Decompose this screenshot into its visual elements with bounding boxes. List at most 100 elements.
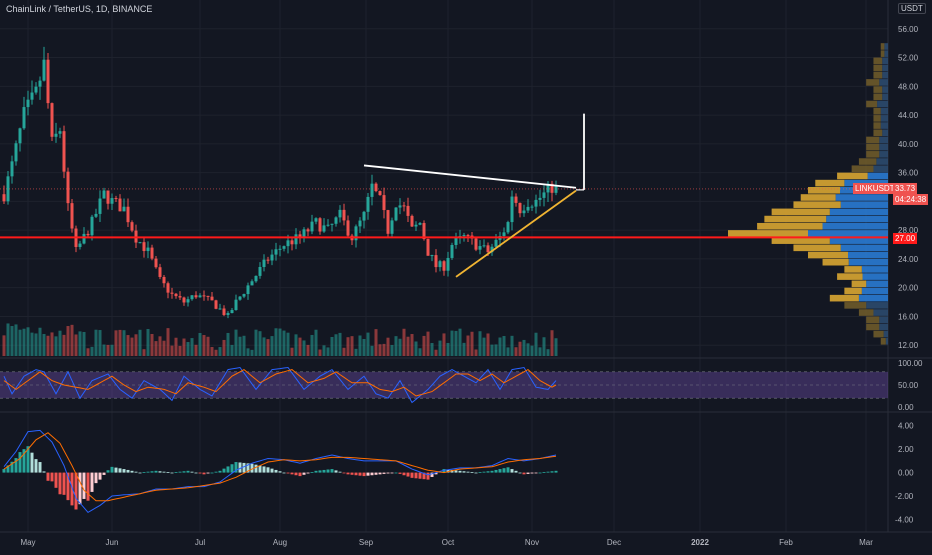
- volume-profile-up-bar: [879, 151, 888, 158]
- volume-profile-down-bar: [880, 50, 885, 57]
- volume-profile-down-bar: [851, 280, 867, 288]
- candle-body: [154, 258, 158, 268]
- volume-profile-down-bar: [728, 230, 808, 237]
- macd-histogram-bar: [58, 472, 62, 495]
- macd-histogram: [2, 446, 558, 510]
- macd-histogram-bar: [378, 472, 382, 475]
- candle-body: [550, 183, 554, 193]
- volume-bar: [302, 340, 306, 356]
- volume-bar: [246, 348, 250, 356]
- volume-profile-down-bar: [793, 244, 841, 252]
- volume-profile-down-bar: [866, 100, 878, 108]
- volume-bar: [270, 336, 274, 356]
- volume-bar: [22, 328, 26, 356]
- volume-profile-up-bar: [822, 222, 888, 230]
- price-tick-label: 36.00: [898, 169, 919, 178]
- volume-profile-up-bar: [879, 143, 888, 151]
- candle-body: [426, 239, 430, 256]
- countdown-tag: 04:24:38: [893, 194, 929, 205]
- macd-histogram-bar: [370, 472, 374, 476]
- volume-bar: [374, 329, 378, 356]
- macd-histogram-bar: [534, 472, 538, 474]
- candle-body: [234, 299, 238, 311]
- macd-histogram-bar: [174, 472, 178, 473]
- volume-bar: [10, 326, 14, 356]
- volume-profile-down-bar: [873, 330, 884, 338]
- volume-bar: [214, 349, 218, 356]
- currency-button[interactable]: USDT: [898, 3, 926, 14]
- volume-bar: [266, 339, 270, 356]
- volume-profile-down-bar: [851, 165, 874, 173]
- volume-bar: [542, 337, 546, 356]
- candle-body: [310, 221, 314, 232]
- volume-profile-up-bar: [882, 57, 888, 65]
- volume-bar: [238, 336, 242, 356]
- macd-histogram-bar: [298, 472, 302, 477]
- candle-body: [298, 234, 302, 237]
- macd-histogram-bar: [102, 472, 106, 475]
- volume-bar: [90, 346, 94, 356]
- candle-body: [434, 255, 438, 268]
- volume-profile-up-bar: [866, 280, 888, 288]
- volume-profile-down-bar: [866, 143, 880, 151]
- time-tick-label: Feb: [779, 538, 793, 547]
- candle-body: [82, 233, 86, 244]
- candle-body: [142, 242, 146, 252]
- candle-body: [286, 240, 290, 247]
- macd-histogram-bar: [82, 472, 86, 499]
- macd-tick-label: -2.00: [895, 492, 914, 501]
- macd-histogram-bar: [522, 472, 526, 475]
- macd-histogram-bar: [506, 467, 510, 473]
- volume-bar: [326, 347, 330, 356]
- candle-body: [522, 210, 526, 214]
- macd-histogram-bar: [410, 472, 414, 478]
- price-tick-label: 20.00: [898, 284, 919, 293]
- volume-bar: [134, 334, 138, 356]
- candle-body: [362, 211, 366, 221]
- volume-bar: [206, 336, 210, 356]
- candle-body: [306, 229, 310, 232]
- candle-body: [334, 217, 338, 224]
- candle-body: [378, 191, 382, 196]
- macd-histogram-bar: [86, 472, 90, 501]
- candle-body: [162, 276, 166, 284]
- macd-histogram-bar: [138, 472, 142, 474]
- macd-histogram-bar: [94, 472, 98, 484]
- candle-body: [494, 239, 498, 247]
- macd-histogram-bar: [186, 470, 190, 473]
- macd-histogram-bar: [482, 471, 486, 473]
- macd-histogram-bar: [426, 472, 430, 480]
- macd-histogram-bar: [422, 472, 426, 480]
- candle-body: [382, 195, 386, 211]
- volume-bar: [322, 345, 326, 356]
- volume-profile-down-bar: [844, 266, 862, 273]
- macd-histogram-bar: [554, 470, 558, 473]
- volume-bar: [534, 332, 538, 356]
- macd-histogram-bar: [394, 472, 398, 474]
- candle-body: [182, 297, 186, 303]
- candle-body: [358, 220, 362, 227]
- volume-bar: [94, 329, 98, 356]
- volume-bar: [42, 333, 46, 356]
- macd-histogram-bar: [362, 472, 366, 477]
- macd-histogram-bar: [514, 470, 518, 473]
- macd-histogram-bar: [502, 468, 506, 473]
- candle-body: [86, 233, 90, 236]
- candle-body: [274, 249, 278, 255]
- macd-tick-label: 0.00: [898, 469, 914, 478]
- macd-histogram-bar: [374, 472, 378, 475]
- candle-body: [246, 285, 250, 295]
- volume-bar: [406, 336, 410, 356]
- volume-bar: [554, 338, 558, 356]
- volume-profile-down-bar: [866, 316, 880, 324]
- candle-body: [90, 216, 94, 236]
- macd-tick-label: 2.00: [898, 445, 914, 454]
- volume-profile-up-bar: [879, 323, 888, 331]
- volume-profile-up-bar: [882, 64, 888, 72]
- macd-histogram-bar: [330, 469, 334, 473]
- macd-histogram-bar: [250, 463, 254, 473]
- volume-bars: [2, 323, 558, 356]
- macd-histogram-bar: [38, 462, 42, 473]
